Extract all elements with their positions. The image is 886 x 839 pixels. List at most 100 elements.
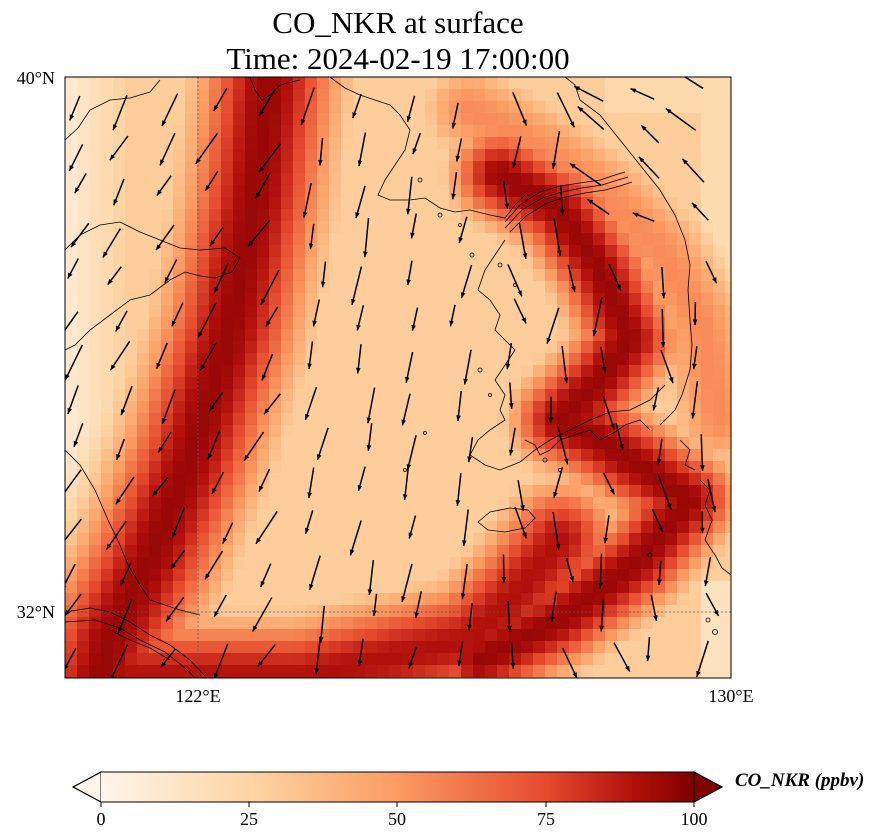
wind-arrow-head	[357, 485, 363, 491]
wind-arrow-head	[569, 121, 575, 128]
wind-arrow-head	[207, 453, 213, 460]
coastline-kyushu	[699, 479, 731, 576]
wind-arrow	[660, 349, 674, 384]
wind-arrow	[315, 636, 322, 675]
wind-arrow	[213, 643, 229, 678]
coastline-korea-east	[564, 77, 693, 426]
wind-arrow-head	[406, 115, 412, 122]
wind-arrow-head	[508, 403, 514, 409]
wind-arrow	[665, 107, 697, 131]
wind-arrow-head	[366, 417, 372, 424]
wind-arrow	[557, 426, 569, 465]
wind-arrow	[204, 550, 224, 580]
wind-arrow-head	[74, 187, 80, 194]
wind-arrow-head	[703, 580, 709, 587]
wind-arrow-head	[214, 287, 219, 294]
wind-arrow	[258, 143, 282, 173]
wind-arrow-head	[247, 240, 254, 247]
wind-arrow-head	[449, 320, 454, 327]
wind-arrow-head	[507, 626, 512, 632]
wind-arrow-head	[356, 324, 361, 331]
wind-vectors	[65, 77, 720, 678]
wind-arrow-head	[569, 163, 576, 169]
wind-arrow-head	[571, 286, 576, 293]
wind-arrow-head	[65, 609, 71, 616]
wind-arrow-head	[405, 376, 410, 383]
wind-arrow	[351, 266, 363, 305]
coastline-korea-west	[469, 239, 666, 471]
lat-tick-32n: 32°N	[17, 602, 55, 622]
wind-arrow-head	[260, 298, 266, 305]
wind-arrow	[546, 307, 560, 344]
jeju-island	[477, 507, 536, 533]
wind-arrow-head	[357, 160, 363, 167]
wind-arrow-head	[699, 465, 705, 471]
wind-arrow-head	[603, 537, 609, 544]
wind-arrow-head	[255, 537, 261, 544]
wind-arrow-head	[572, 672, 577, 678]
wind-arrow-head	[65, 664, 69, 670]
wind-arrow-head	[161, 120, 167, 127]
wind-arrow	[308, 555, 321, 591]
wind-arrow-head	[158, 446, 164, 453]
wind-arrow	[592, 296, 603, 337]
wind-arrow	[110, 644, 129, 678]
wind-arrow-head	[401, 419, 406, 426]
wind-arrow-head	[660, 341, 666, 348]
wind-arrow-head	[504, 203, 510, 210]
wind-arrow-head	[160, 661, 166, 668]
wind-arrow	[661, 308, 665, 348]
wind-arrow-head	[366, 445, 372, 451]
wind-arrow-head	[625, 665, 630, 672]
wind-arrow	[556, 92, 575, 128]
wind-arrow-head	[522, 119, 527, 126]
map-frame	[64, 76, 732, 679]
wind-arrow-head	[699, 527, 705, 534]
wind-arrow-head	[156, 189, 162, 196]
wind-arrow-head	[577, 106, 584, 113]
wind-arrow-head	[599, 625, 604, 632]
yangtze-estuary	[65, 607, 206, 677]
wind-arrow	[552, 511, 560, 550]
wind-arrow	[463, 349, 472, 385]
wind-arrow-head	[455, 500, 461, 506]
wind-arrow-head	[110, 364, 116, 371]
wind-arrow-head	[213, 673, 219, 678]
wind-arrow	[316, 427, 329, 461]
wind-arrow-head	[619, 443, 624, 450]
colorbar-gradient	[101, 772, 694, 802]
wind-arrow-head	[557, 250, 562, 257]
wind-arrow-head	[609, 488, 615, 495]
wind-arrow-head	[462, 540, 467, 546]
wind-arrow-head	[682, 158, 688, 165]
wind-arrow	[161, 93, 179, 127]
wind-arrow-head	[118, 626, 123, 633]
wind-arrow-head	[170, 563, 176, 570]
wind-arrow	[552, 130, 561, 169]
wind-arrow-head	[204, 573, 210, 580]
map-title: CO_NKR at surface	[272, 5, 524, 40]
wind-arrow-head	[460, 593, 466, 600]
wind-arrow-head	[264, 408, 270, 415]
wind-arrow-head	[214, 611, 219, 618]
wind-arrow-head	[401, 596, 406, 603]
wind-arrow-head	[106, 543, 112, 550]
wind-arrow-head	[265, 320, 271, 327]
wind-arrow-head	[314, 668, 320, 675]
wind-arrow	[561, 345, 568, 384]
wind-arrow-head	[402, 494, 408, 500]
wind-arrow	[161, 389, 176, 424]
wind-arrow-head	[414, 612, 419, 619]
wind-arrow	[696, 640, 709, 678]
wind-arrow-head	[652, 404, 657, 411]
korea-islands	[524, 419, 651, 456]
wind-arrow-head	[210, 240, 216, 247]
wind-arrow	[65, 344, 84, 381]
wind-arrow-head	[592, 330, 598, 337]
north-korea-border	[504, 171, 626, 223]
wind-arrow-head	[355, 212, 360, 219]
wind-arrow	[109, 340, 131, 371]
wind-arrow-head	[641, 125, 647, 131]
wind-arrow-head	[712, 277, 717, 284]
